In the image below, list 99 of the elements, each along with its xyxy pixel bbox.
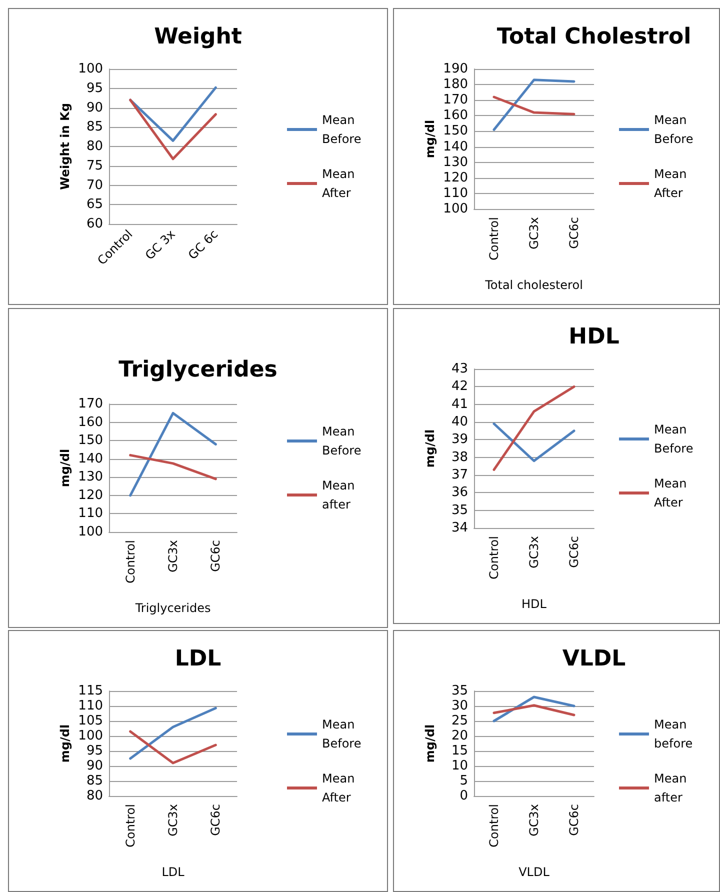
legend-label: Mean after: [322, 478, 359, 512]
y-tick-label: 170: [443, 92, 468, 108]
y-tick-label: 140: [443, 139, 468, 154]
y-axis-title: mg/dl: [58, 724, 72, 763]
chart-title: Weight: [154, 24, 242, 50]
y-tick-label: 85: [86, 774, 103, 788]
x-tick-label: GC 6c: [185, 227, 221, 262]
y-tick-label: 30: [451, 698, 468, 714]
y-tick-label: 90: [86, 100, 103, 116]
y-tick-label: 95: [86, 744, 103, 758]
y-tick-label: 95: [86, 80, 103, 96]
y-tick-label: 65: [86, 197, 103, 212]
y-tick-label: 180: [443, 77, 468, 92]
chart-title: Triglycerides: [118, 358, 278, 382]
legend-label: Mean After: [322, 167, 362, 200]
y-axis-title: mg/dl: [423, 120, 437, 158]
y-tick-label: 130: [443, 154, 468, 170]
x-axis-title: HDL: [522, 597, 547, 611]
legend-label: Mean Before: [322, 113, 362, 146]
x-tick-label: GC6c: [208, 540, 223, 572]
x-tick-label: GC3x: [527, 536, 541, 568]
y-axis-title: mg/dl: [423, 724, 437, 763]
y-tick-label: 25: [451, 714, 468, 728]
legend-label: Mean Before: [654, 422, 694, 456]
y-tick-label: 70: [86, 178, 103, 193]
x-axis-title: Total cholesterol: [484, 278, 583, 292]
y-tick-label: 10: [451, 758, 468, 774]
legend-label: Mean after: [654, 772, 691, 804]
y-tick-label: 37: [451, 468, 468, 482]
y-tick-label: 80: [86, 139, 103, 154]
legend-label: Mean Before: [654, 113, 694, 146]
x-axis-title: VLDL: [518, 865, 550, 879]
legend-label: Mean Before: [322, 424, 362, 458]
y-tick-label: 90: [86, 758, 103, 774]
y-tick-label: 20: [451, 728, 468, 744]
y-tick-label: 35: [451, 502, 468, 518]
x-tick-label: GC6c: [567, 536, 581, 568]
legend-label: Mean Before: [322, 718, 362, 750]
legend-label: Mean After: [654, 476, 691, 510]
y-axis-title: Weight in Kg: [58, 103, 72, 190]
y-axis-title: mg/dl: [423, 429, 437, 468]
y-tick-label: 110: [78, 698, 103, 714]
x-tick-label: Control: [487, 804, 501, 848]
x-tick-label: GC6c: [208, 804, 223, 836]
x-tick-label: Control: [487, 217, 501, 260]
x-tick-label: Control: [123, 804, 138, 848]
y-tick-label: 43: [451, 362, 468, 376]
x-tick-label: GC6c: [567, 804, 581, 836]
y-tick-label: 42: [451, 379, 468, 394]
y-tick-label: 160: [78, 414, 103, 430]
x-tick-label: Control: [123, 540, 138, 584]
legend-label: Mean After: [654, 167, 691, 200]
y-tick-label: 170: [78, 396, 103, 412]
y-tick-label: 130: [78, 470, 103, 485]
y-tick-label: 110: [443, 186, 468, 201]
y-tick-label: 34: [451, 520, 468, 536]
x-tick-label: GC3x: [166, 540, 180, 572]
y-tick-label: 36: [451, 485, 468, 500]
legend-label: Mean After: [322, 772, 359, 804]
chart-title: VLDL: [562, 646, 626, 672]
y-tick-label: 60: [86, 216, 103, 232]
y-tick-label: 41: [451, 396, 468, 412]
x-axis-title: LDL: [162, 865, 185, 879]
chart-title: HDL: [568, 324, 620, 350]
y-tick-label: 35: [451, 684, 468, 698]
y-tick-label: 5: [460, 774, 468, 788]
y-tick-label: 160: [443, 108, 468, 124]
y-tick-label: 120: [78, 488, 103, 503]
x-tick-label: Control: [487, 536, 501, 580]
y-tick-label: 85: [86, 120, 103, 135]
y-tick-label: 100: [78, 728, 103, 744]
y-tick-label: 150: [78, 433, 103, 448]
y-tick-label: 115: [78, 684, 103, 698]
y-tick-label: 38: [451, 450, 468, 465]
y-tick-label: 110: [78, 506, 103, 522]
x-tick-label: GC3x: [527, 804, 541, 836]
y-tick-label: 100: [443, 202, 468, 216]
x-tick-label: GC3x: [166, 804, 180, 836]
y-tick-label: 39: [451, 432, 468, 448]
x-tick-label: GC 3x: [142, 227, 178, 263]
y-tick-label: 140: [78, 451, 103, 466]
y-tick-label: 190: [443, 62, 468, 76]
y-tick-label: 75: [86, 158, 103, 174]
chart-title: Total Cholestrol: [496, 24, 692, 50]
x-tick-label: GC3x: [527, 217, 541, 250]
y-tick-label: 100: [78, 62, 103, 76]
y-tick-label: 150: [443, 124, 468, 139]
chart-title: LDL: [174, 646, 222, 672]
y-tick-label: 80: [86, 788, 103, 804]
y-axis-title: mg/dl: [58, 448, 72, 488]
x-axis-title: Triglycerides: [134, 601, 211, 615]
y-tick-label: 15: [451, 744, 468, 758]
y-tick-label: 0: [460, 788, 468, 804]
y-tick-label: 120: [443, 170, 468, 186]
x-tick-label: GC6c: [567, 217, 581, 249]
y-tick-label: 105: [78, 714, 103, 728]
y-tick-label: 40: [451, 414, 468, 430]
y-tick-label: 100: [78, 524, 103, 540]
legend-label: Mean before: [654, 718, 693, 750]
